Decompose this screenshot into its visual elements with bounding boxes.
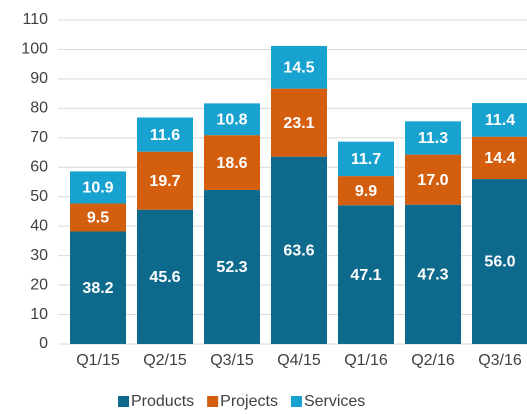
bar-segment bbox=[405, 204, 461, 344]
y-tick-label: 90 bbox=[30, 70, 48, 87]
data-label: 38.2 bbox=[82, 280, 113, 297]
x-tick-label: Q2/16 bbox=[411, 352, 455, 369]
data-label: 23.1 bbox=[283, 115, 314, 132]
data-label: 11.3 bbox=[418, 130, 448, 147]
x-tick-label: Q1/15 bbox=[76, 352, 120, 369]
x-tick-label: Q4/15 bbox=[277, 352, 321, 369]
x-tick-label: Q3/16 bbox=[478, 352, 522, 369]
data-label: 11.6 bbox=[150, 127, 180, 144]
x-tick-label: Q2/15 bbox=[143, 352, 187, 369]
data-label: 11.4 bbox=[485, 112, 515, 129]
x-tick-label: Q3/15 bbox=[210, 352, 254, 369]
y-tick-label: 50 bbox=[30, 188, 48, 205]
bar-segment bbox=[204, 189, 260, 344]
legend-label: Projects bbox=[220, 393, 278, 410]
legend-label: Services bbox=[304, 393, 365, 410]
bar-segment bbox=[137, 117, 193, 152]
bar-segment bbox=[472, 103, 527, 137]
bar-segment bbox=[70, 231, 126, 344]
y-tick-label: 0 bbox=[39, 335, 48, 352]
y-tick-label: 20 bbox=[30, 276, 48, 293]
bar-segment bbox=[338, 141, 394, 177]
data-label: 11.7 bbox=[351, 151, 381, 168]
legend-swatch bbox=[118, 396, 129, 407]
data-label: 47.1 bbox=[350, 267, 381, 284]
bar-segment bbox=[271, 156, 327, 344]
data-label: 14.5 bbox=[283, 59, 314, 76]
data-label: 10.8 bbox=[216, 111, 247, 128]
bar-segment bbox=[405, 121, 461, 155]
data-label: 47.3 bbox=[417, 267, 448, 284]
bar-segment bbox=[70, 203, 126, 232]
bar-segment bbox=[204, 135, 260, 190]
data-label: 45.6 bbox=[149, 269, 180, 286]
bar-segment bbox=[137, 209, 193, 344]
y-tick-label: 10 bbox=[30, 306, 48, 323]
bar-segment bbox=[204, 103, 260, 136]
bar-segment bbox=[271, 45, 327, 89]
data-label: 19.7 bbox=[149, 173, 180, 190]
y-tick-label: 60 bbox=[30, 158, 48, 175]
bar-segment bbox=[472, 136, 527, 180]
y-tick-label: 100 bbox=[21, 41, 48, 58]
data-label: 9.5 bbox=[87, 210, 109, 227]
y-tick-label: 110 bbox=[22, 11, 48, 28]
data-label: 17.0 bbox=[417, 172, 448, 189]
y-tick-label: 70 bbox=[30, 129, 48, 146]
bar-segment bbox=[137, 151, 193, 210]
legend-swatch bbox=[290, 396, 302, 407]
bar-segment bbox=[338, 176, 394, 206]
legend-swatch bbox=[207, 396, 219, 407]
x-tick-label: Q1/16 bbox=[344, 352, 388, 369]
y-tick-label: 30 bbox=[30, 247, 48, 264]
data-label: 63.6 bbox=[283, 243, 314, 260]
data-label: 10.9 bbox=[82, 180, 113, 197]
y-tick-label: 80 bbox=[30, 100, 48, 117]
data-label: 14.4 bbox=[484, 150, 515, 167]
legend-label: Products bbox=[131, 393, 194, 410]
data-label: 52.3 bbox=[216, 259, 247, 276]
bar-segment bbox=[271, 88, 327, 157]
bar-segment bbox=[405, 154, 461, 205]
data-label: 9.9 bbox=[355, 183, 377, 200]
y-tick-label: 40 bbox=[30, 217, 48, 234]
data-label: 56.0 bbox=[484, 254, 515, 271]
bar-segment bbox=[338, 205, 394, 344]
data-label: 18.6 bbox=[216, 155, 247, 172]
bar-segment bbox=[472, 179, 527, 344]
bar-segment bbox=[70, 171, 126, 204]
